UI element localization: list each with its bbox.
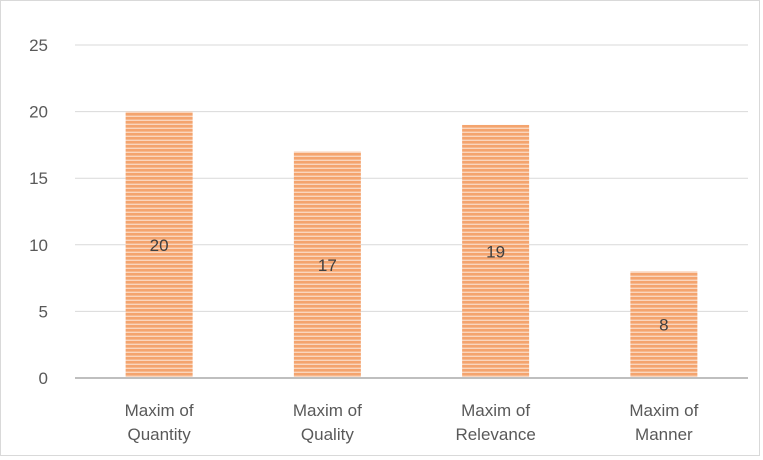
- y-tick-label: 20: [29, 103, 48, 122]
- y-tick-label: 0: [39, 369, 48, 388]
- bar: [630, 271, 698, 378]
- y-tick-labels: 0 5 10 15 20 25: [29, 36, 48, 388]
- y-tick-label: 15: [29, 169, 48, 188]
- x-tick-label: Relevance: [455, 425, 535, 444]
- x-tick-label: Maxim of: [293, 401, 362, 420]
- y-tick-label: 5: [39, 302, 48, 321]
- data-labels: 20 17 19 8: [150, 236, 669, 335]
- x-tick-label: Maxim of: [125, 401, 194, 420]
- data-label: 17: [318, 256, 337, 275]
- bar: [293, 151, 361, 378]
- x-tick-label: Quantity: [127, 425, 191, 444]
- x-tick-label: Manner: [635, 425, 693, 444]
- data-label: 8: [659, 316, 668, 335]
- bar: [125, 111, 193, 378]
- bars: [125, 111, 698, 378]
- data-label: 19: [486, 242, 505, 261]
- data-label: 20: [150, 236, 169, 255]
- x-tick-label: Quality: [301, 425, 354, 444]
- x-tick-labels: Maxim of Quantity Maxim of Quality Maxim of R…: [125, 401, 699, 444]
- x-tick-label: Maxim of: [629, 401, 698, 420]
- y-tick-label: 10: [29, 236, 48, 255]
- x-tick-label: Maxim of: [461, 401, 530, 420]
- bar: [462, 124, 530, 378]
- y-tick-label: 25: [29, 36, 48, 55]
